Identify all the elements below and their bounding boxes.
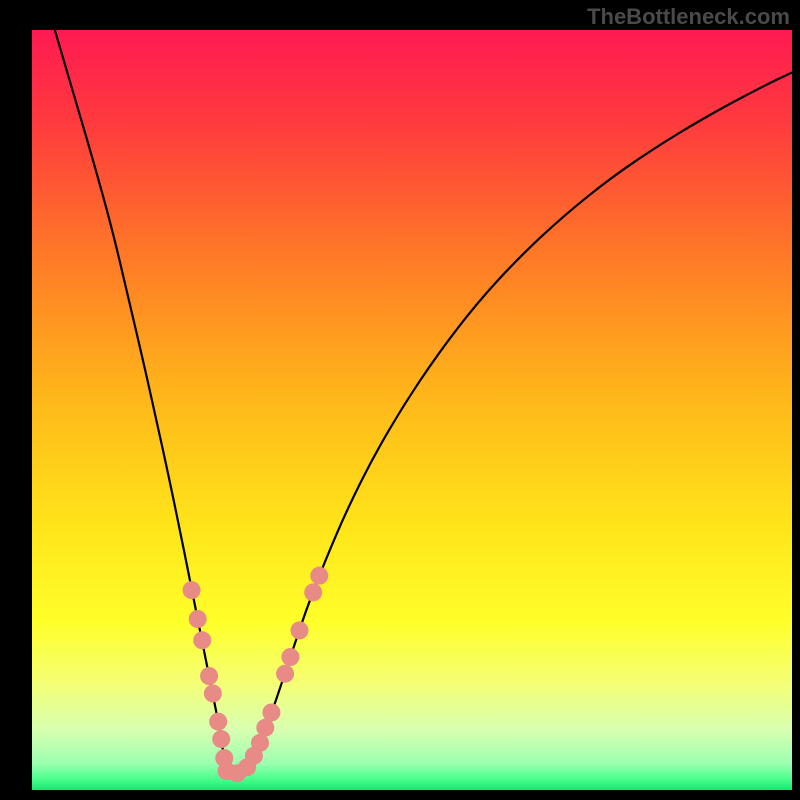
data-marker bbox=[200, 667, 218, 685]
watermark-text: TheBottleneck.com bbox=[587, 4, 790, 30]
data-marker bbox=[189, 610, 207, 628]
data-marker bbox=[209, 713, 227, 731]
data-marker bbox=[310, 567, 328, 585]
data-marker bbox=[262, 703, 280, 721]
data-marker bbox=[281, 648, 299, 666]
data-marker bbox=[304, 583, 322, 601]
data-marker bbox=[193, 631, 211, 649]
data-marker bbox=[212, 730, 230, 748]
data-marker bbox=[204, 684, 222, 702]
chart-svg bbox=[32, 30, 792, 790]
plot-area bbox=[32, 30, 792, 790]
data-marker bbox=[183, 581, 201, 599]
data-marker bbox=[291, 621, 309, 639]
data-marker bbox=[276, 665, 294, 683]
chart-container: TheBottleneck.com bbox=[0, 0, 800, 800]
